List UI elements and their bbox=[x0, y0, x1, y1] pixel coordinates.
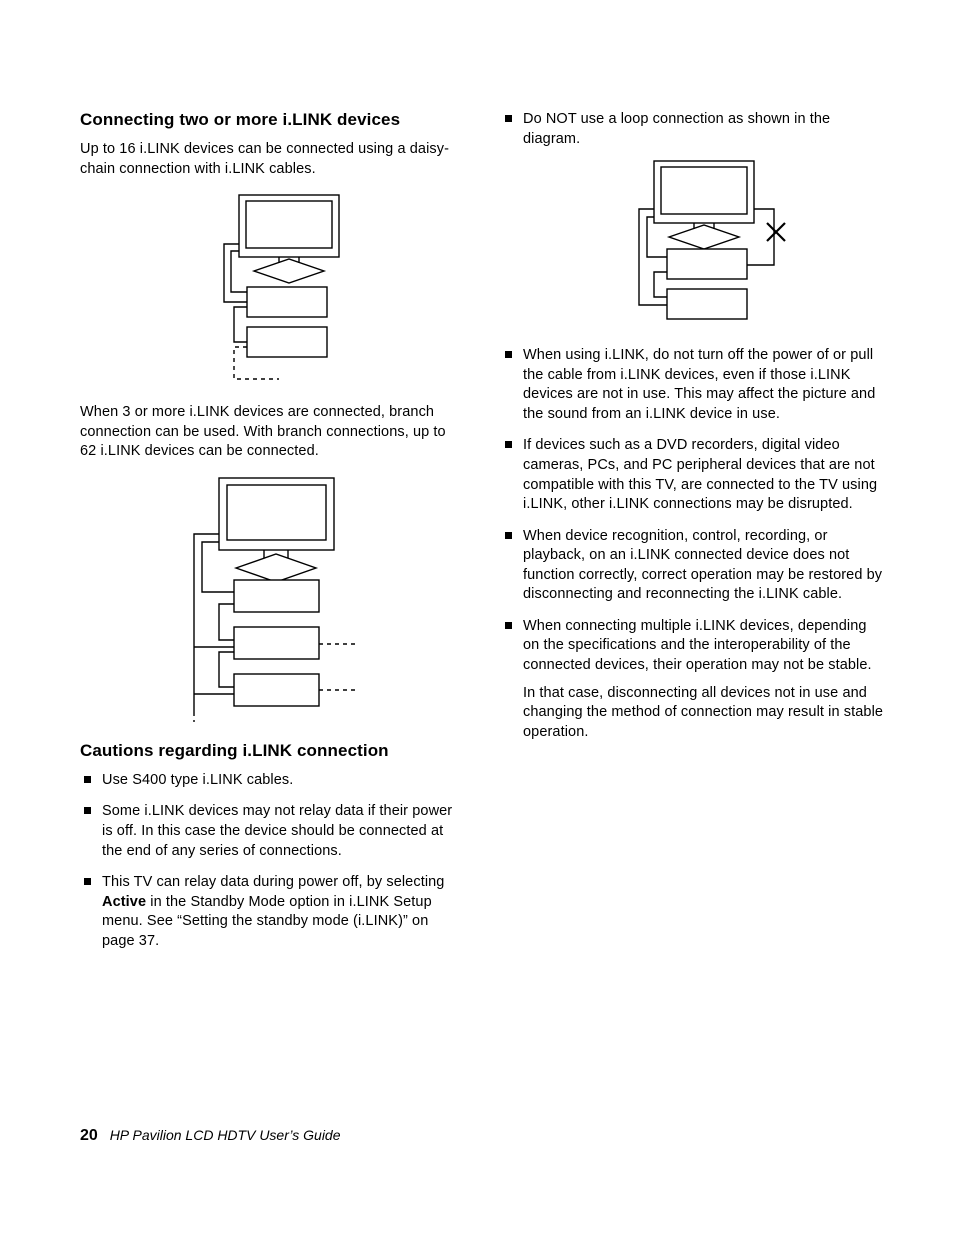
heading-connecting: Connecting two or more i.LINK devices bbox=[80, 110, 463, 130]
right-column: Do NOT use a loop connection as shown in… bbox=[501, 110, 884, 963]
bullet-reconnect: When device recognition, control, record… bbox=[501, 527, 884, 605]
left-column: Connecting two or more i.LINK devices Up… bbox=[80, 110, 463, 963]
page-number: 20 bbox=[80, 1127, 98, 1144]
bullet-incompatible-devices: If devices such as a DVD recorders, digi… bbox=[501, 436, 884, 514]
daisy-chain-diagram bbox=[184, 189, 359, 389]
bullet-active-standby: This TV can relay data during power off,… bbox=[80, 873, 463, 951]
bullet-multiple-devices: When connecting multiple i.LINK devices,… bbox=[501, 617, 884, 742]
figure-daisy-chain bbox=[80, 189, 463, 389]
two-column-layout: Connecting two or more i.LINK devices Up… bbox=[80, 110, 884, 963]
figure-loop bbox=[523, 157, 884, 332]
branch-diagram bbox=[164, 472, 379, 727]
manual-page: Connecting two or more i.LINK devices Up… bbox=[0, 0, 954, 1235]
bullet-s400: Use S400 type i.LINK cables. bbox=[80, 771, 463, 791]
bullet-multiple-sub: In that case, disconnecting all devices … bbox=[523, 684, 884, 743]
bullet-power-off-relay: Some i.LINK devices may not relay data i… bbox=[80, 802, 463, 861]
loop-diagram bbox=[609, 157, 799, 332]
footer-title: HP Pavilion LCD HDTV User’s Guide bbox=[110, 1127, 341, 1143]
para-branch: When 3 or more i.LINK devices are connec… bbox=[80, 403, 463, 462]
left-bullet-list: Use S400 type i.LINK cables. Some i.LINK… bbox=[80, 771, 463, 952]
para-daisy-chain: Up to 16 i.LINK devices can be connected… bbox=[80, 140, 463, 179]
text-post: in the Standby Mode option in i.LINK Set… bbox=[102, 894, 432, 949]
page-footer: 20 HP Pavilion LCD HDTV User’s Guide bbox=[80, 1127, 341, 1145]
figure-branch bbox=[80, 472, 463, 727]
text-pre: This TV can relay data during power off,… bbox=[102, 874, 444, 890]
text-bold-active: Active bbox=[102, 894, 146, 910]
bullet-dont-power-off: When using i.LINK, do not turn off the p… bbox=[501, 346, 884, 424]
bullet-no-loop-text: Do NOT use a loop connection as shown in… bbox=[523, 111, 830, 147]
bullet-multiple-text: When connecting multiple i.LINK devices,… bbox=[523, 618, 872, 673]
bullet-no-loop: Do NOT use a loop connection as shown in… bbox=[501, 110, 884, 332]
heading-cautions: Cautions regarding i.LINK connection bbox=[80, 741, 463, 761]
right-bullet-list: Do NOT use a loop connection as shown in… bbox=[501, 110, 884, 742]
